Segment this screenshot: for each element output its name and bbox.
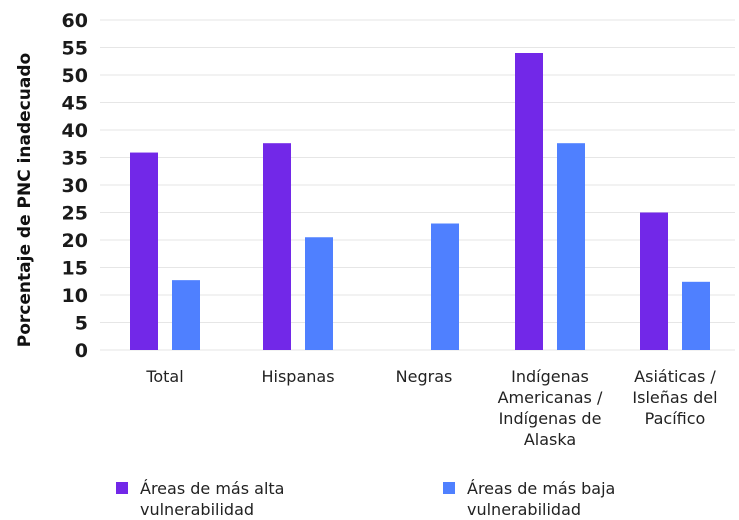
x-axis-ticks: Total Hispanas Negras Indígenas Americanas /… <box>145 367 717 449</box>
x-tick-label: Total <box>145 367 183 386</box>
x-tick-label-line: Isleñas del <box>632 388 717 407</box>
y-tick-label: 55 <box>62 38 88 60</box>
bar <box>640 212 668 350</box>
y-tick-label: 40 <box>62 120 88 142</box>
legend-label-low: Áreas de más baja vulnerabilidad <box>467 478 667 520</box>
x-tick-label-line: Pacífico <box>645 409 706 428</box>
legend-label-low-line1: Áreas de más baja <box>467 479 616 498</box>
y-tick-label: 0 <box>75 340 88 362</box>
legend-swatch-low <box>443 482 455 494</box>
legend-label-high: Áreas de más alta vulnerabilidad <box>140 478 340 520</box>
legend-label-high-line2: vulnerabilidad <box>140 500 255 519</box>
bar <box>515 53 543 350</box>
x-tick-label-line: Americanas / <box>498 388 603 407</box>
y-tick-label: 35 <box>62 148 88 170</box>
x-tick-label: Hispanas <box>261 367 334 386</box>
y-tick-label: 5 <box>75 313 88 335</box>
bar <box>682 281 710 350</box>
bar <box>172 280 200 350</box>
x-tick-label-line: Hispanas <box>261 367 334 386</box>
legend-swatch-high <box>116 482 128 494</box>
legend-label-high-line1: Áreas de más alta <box>140 479 285 498</box>
legend-item-high: Áreas de más alta vulnerabilidad <box>116 478 340 520</box>
x-tick-label: Asiáticas / Isleñas del Pacífico <box>632 367 717 428</box>
y-tick-label: 15 <box>62 258 88 280</box>
bar <box>130 152 158 350</box>
x-tick-label: Negras <box>396 367 453 386</box>
bar <box>305 237 333 350</box>
bars <box>130 53 710 350</box>
y-tick-label: 20 <box>62 230 88 252</box>
y-tick-label: 25 <box>62 203 88 225</box>
bar <box>557 143 585 350</box>
x-tick-label: Indígenas Americanas / Indígenas de Alaska <box>498 367 603 449</box>
gridlines <box>100 19 735 351</box>
bar-chart: 0 5 10 15 20 25 30 35 40 45 50 55 60 Total Hispanas Ne… <box>15 10 735 449</box>
y-tick-label: 30 <box>62 175 88 197</box>
y-axis-label: Porcentaje de PNC inadecuado <box>15 53 35 347</box>
legend-label-low-line2: vulnerabilidad <box>467 500 582 519</box>
x-tick-label-line: Total <box>145 367 183 386</box>
y-tick-label: 50 <box>62 65 88 87</box>
x-tick-label-line: Asiáticas / <box>634 367 716 386</box>
y-tick-label: 60 <box>62 10 88 32</box>
y-axis-ticks: 0 5 10 15 20 25 30 35 40 45 50 55 60 <box>62 10 88 362</box>
legend-item-low: Áreas de más baja vulnerabilidad <box>443 478 667 520</box>
y-tick-label: 10 <box>62 285 88 307</box>
bar <box>431 223 459 350</box>
bar <box>263 143 291 350</box>
x-tick-label-line: Indígenas de <box>499 409 602 428</box>
x-tick-label-line: Negras <box>396 367 453 386</box>
x-tick-label-line: Indígenas <box>511 367 589 386</box>
y-tick-label: 45 <box>62 93 88 115</box>
x-tick-label-line: Alaska <box>524 430 576 449</box>
